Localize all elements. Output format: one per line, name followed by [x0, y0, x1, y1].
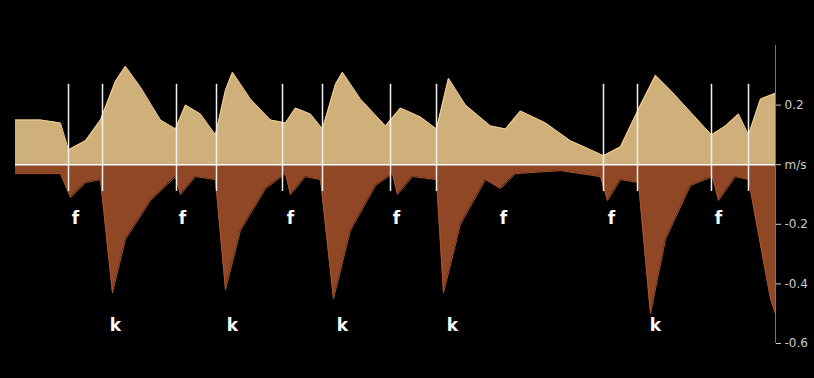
svg-text:-0.4: -0.4: [785, 277, 808, 291]
svg-text:m/s: m/s: [785, 158, 807, 172]
svg-text:k: k: [447, 315, 459, 335]
svg-text:f: f: [500, 208, 508, 228]
svg-text:k: k: [337, 315, 349, 335]
svg-text:k: k: [650, 315, 662, 335]
svg-text:f: f: [179, 208, 187, 228]
svg-text:f: f: [287, 208, 295, 228]
svg-text:f: f: [608, 208, 616, 228]
svg-text:f: f: [72, 208, 80, 228]
svg-text:-0.6: -0.6: [785, 336, 808, 350]
svg-text:-0.2: -0.2: [785, 217, 808, 231]
svg-text:k: k: [227, 315, 239, 335]
svg-text:f: f: [715, 208, 723, 228]
svg-text:0.2: 0.2: [785, 98, 804, 112]
svg-text:f: f: [393, 208, 401, 228]
svg-text:k: k: [110, 315, 122, 335]
